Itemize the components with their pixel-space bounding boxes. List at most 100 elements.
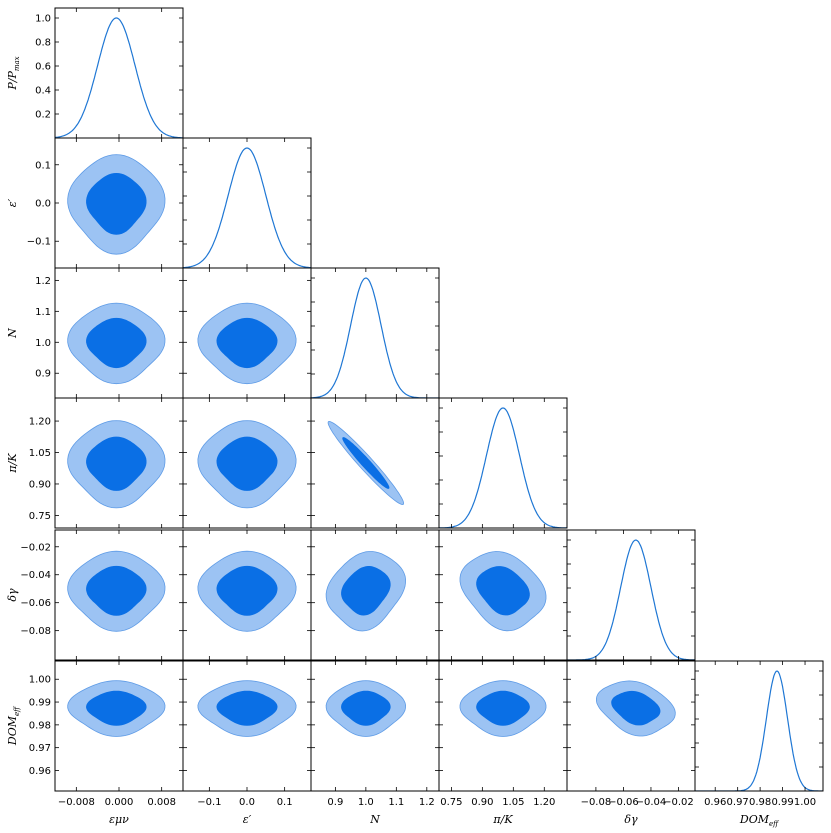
panel-content	[197, 680, 297, 737]
panel-frame	[54, 7, 184, 139]
contour-68-3-2	[342, 437, 390, 489]
x-tick-label: 1.1	[388, 797, 404, 808]
y-tick-label: −0.08	[20, 626, 51, 637]
panel-content	[459, 680, 547, 737]
panel-content	[183, 147, 311, 268]
panel-content	[67, 550, 166, 632]
panel-0-0	[54, 7, 184, 139]
panel-frame	[438, 397, 568, 529]
x-tick-label: 0.000	[105, 797, 134, 808]
x-tick-label: −0.02	[663, 797, 694, 808]
panel-3-3	[438, 397, 568, 529]
y-tick-label: 0.96	[29, 766, 51, 777]
panel-content	[67, 154, 166, 255]
y-axis-label: π/K	[6, 453, 19, 474]
panel-1-0	[54, 137, 184, 269]
panel-3-1	[182, 397, 312, 529]
panel-frame	[182, 137, 312, 269]
contour-68-4-1	[216, 565, 278, 616]
contour-68-4-0	[86, 565, 147, 616]
panel-2-1	[182, 267, 312, 399]
y-tick-label: 0.4	[35, 86, 51, 97]
x-tick-label: 0.9	[327, 797, 343, 808]
x-tick-label: −0.04	[636, 797, 667, 808]
contour-68-2-0	[86, 317, 147, 369]
contour-68-4-3	[476, 566, 530, 616]
x-tick-label: 0.90	[471, 797, 493, 808]
panel-content	[459, 551, 547, 632]
y-axis-label: DOMeff	[6, 706, 21, 746]
contour-68-3-1	[216, 436, 278, 491]
y-tick-label: 0.0	[35, 199, 51, 210]
y-tick-label: 1.2	[35, 276, 51, 287]
y-tick-label: −0.04	[20, 570, 51, 581]
panel-3-2	[310, 397, 440, 529]
panel-frame	[694, 660, 824, 792]
y-axis-label: N	[6, 328, 19, 339]
contour-68-3-0	[86, 436, 147, 491]
panel-content	[55, 17, 183, 138]
panel-content	[197, 550, 297, 632]
x-tick-label: 0.75	[440, 797, 462, 808]
x-tick-label: 0.98	[749, 797, 771, 808]
x-tick-label: 0.0	[239, 797, 255, 808]
panel-5-1	[182, 660, 312, 792]
x-tick-label: −0.08	[581, 797, 612, 808]
y-tick-label: 0.99	[29, 698, 51, 709]
panel-content	[67, 680, 166, 737]
panel-content	[327, 420, 405, 506]
contour-68-4-2	[341, 566, 391, 616]
contour-68-2-1	[216, 317, 278, 369]
panel-content	[325, 551, 407, 632]
panel-content	[197, 302, 297, 385]
y-axis-label-sub: eff	[13, 706, 21, 716]
panel-4-0	[54, 529, 184, 661]
y-axis-label: P/Pmax	[6, 56, 21, 90]
panel-content	[439, 407, 567, 528]
x-axis-label: εμν	[109, 813, 129, 826]
panel-content	[67, 302, 166, 385]
x-tick-label: 0.97	[727, 797, 749, 808]
panel-content	[596, 680, 676, 737]
x-tick-label: 0.1	[277, 797, 293, 808]
x-axis-label: δγ	[624, 813, 638, 826]
x-tick-label: 1.2	[419, 797, 435, 808]
panel-content	[567, 539, 695, 660]
panel-4-1	[182, 529, 312, 661]
x-tick-label: 0.008	[147, 797, 176, 808]
y-axis-label-sub: max	[13, 56, 21, 71]
y-tick-label: 0.90	[29, 479, 51, 490]
panel-frame	[310, 267, 440, 399]
y-tick-label: 1.0	[35, 338, 51, 349]
x-axis-label-sub: eff	[769, 820, 779, 828]
x-axis-label: DOMeff	[739, 813, 779, 828]
contour-68-5-0	[86, 690, 147, 726]
panel-frame	[566, 529, 696, 661]
y-tick-label: −0.02	[20, 542, 51, 553]
panel-content	[325, 680, 407, 737]
panel-5-2	[310, 660, 440, 792]
y-tick-label: 1.20	[29, 417, 51, 428]
marginal-curve-0	[55, 17, 183, 138]
panel-4-4	[566, 529, 696, 661]
y-tick-label: 0.75	[29, 511, 51, 522]
y-tick-label: 0.2	[35, 110, 51, 121]
y-tick-label: 1.1	[35, 307, 51, 318]
panel-5-4	[566, 660, 696, 792]
panel-2-2	[310, 267, 440, 399]
contour-68-1-0	[86, 172, 147, 235]
x-tick-label: 0.96	[704, 797, 726, 808]
x-tick-label: −0.1	[197, 797, 221, 808]
contour-68-5-1	[216, 690, 278, 726]
marginal-curve-1	[183, 147, 311, 268]
y-tick-label: 0.97	[29, 743, 51, 754]
marginal-curve-5	[695, 670, 823, 791]
y-axis-label: δγ	[6, 588, 19, 602]
panel-content	[311, 277, 439, 398]
panel-4-3	[438, 529, 568, 661]
y-tick-label: 0.98	[29, 720, 51, 731]
y-tick-label: −0.06	[20, 598, 51, 609]
panel-2-0	[54, 267, 184, 399]
x-tick-label: 1.0	[358, 797, 374, 808]
